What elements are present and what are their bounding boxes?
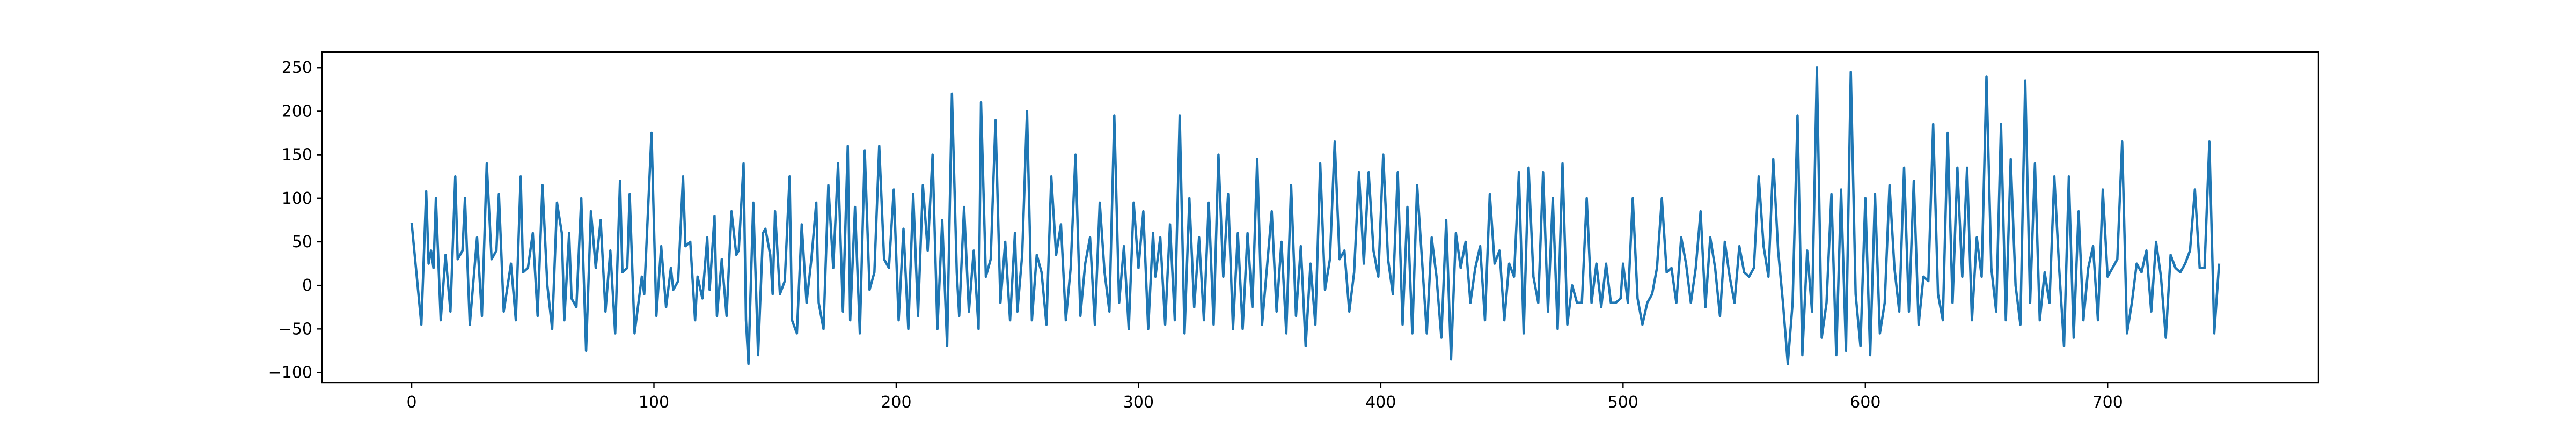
x-tick-label: 100 — [639, 393, 669, 412]
x-tick-label: 500 — [1608, 393, 1638, 412]
x-tick-label: 200 — [881, 393, 911, 412]
y-tick-label: 50 — [292, 233, 312, 252]
series-0 — [410, 66, 2221, 365]
y-tick-label: −100 — [268, 364, 312, 382]
y-tick-label: 200 — [282, 102, 312, 121]
x-tick-label: 400 — [1365, 393, 1396, 412]
plot-area — [410, 66, 2221, 365]
x-tick-label: 700 — [2092, 393, 2123, 412]
x-axis: 0 100 200 300 400 500 600 700 — [406, 383, 2123, 412]
y-tick-label: 150 — [282, 146, 312, 165]
x-tick-label: 0 — [406, 393, 416, 412]
x-tick-label: 300 — [1123, 393, 1154, 412]
series-line — [410, 66, 2221, 365]
y-tick-label: 250 — [282, 58, 312, 77]
x-tick-label: 600 — [1850, 393, 1880, 412]
y-tick-label: −50 — [279, 320, 312, 338]
y-axis: −100 −50 0 50 100 150 200 250 — [268, 58, 322, 382]
y-tick-label: 0 — [302, 276, 312, 295]
axes-frame — [321, 51, 2319, 384]
y-tick-label: 100 — [282, 189, 312, 208]
